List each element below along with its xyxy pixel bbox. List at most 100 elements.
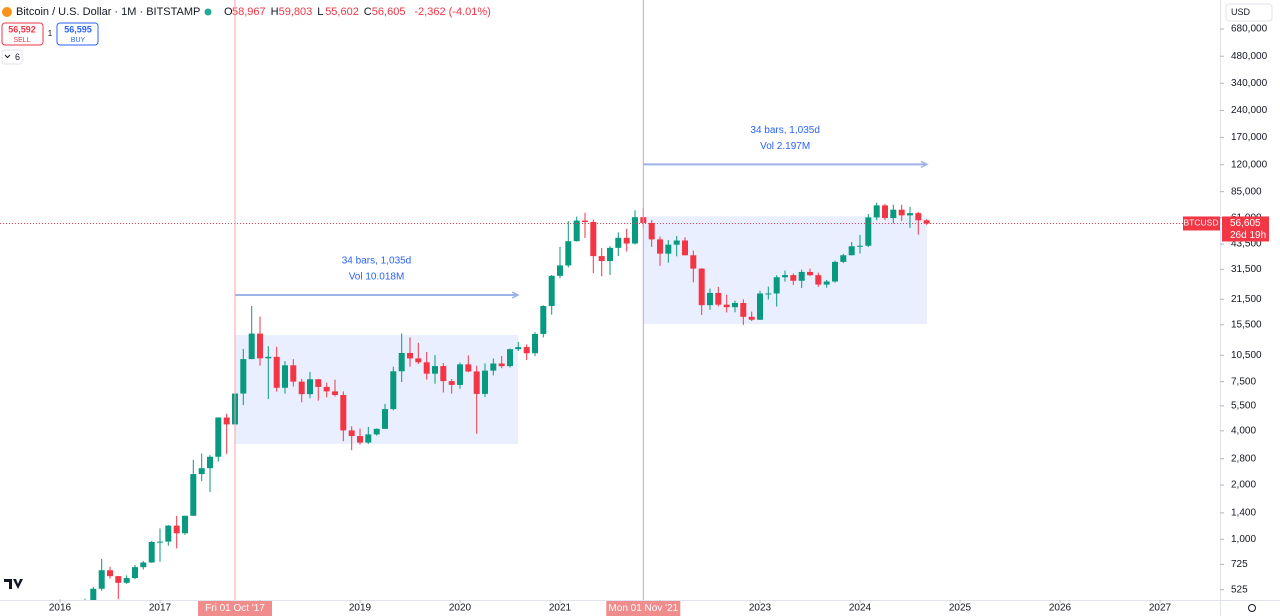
candle-body <box>123 578 130 583</box>
y-tick-label: 21,500 <box>1231 294 1262 305</box>
candle-body <box>865 217 872 246</box>
candle-body <box>815 275 822 285</box>
symbol-icon <box>2 7 12 17</box>
candle-body <box>515 347 522 350</box>
crosshair-label: Mon 01 Nov '21 <box>608 603 678 614</box>
settings-icon[interactable] <box>1248 604 1256 612</box>
ohlc-key: O <box>224 6 233 18</box>
candle-body <box>673 240 680 245</box>
candle-body <box>590 221 597 257</box>
y-tick-label: 5,500 <box>1231 401 1256 412</box>
candle-body <box>423 362 430 374</box>
candle-body <box>290 365 297 382</box>
y-tick-label: 4,000 <box>1231 425 1256 436</box>
x-tick-label: 2026 <box>1049 603 1072 614</box>
candle-body <box>390 371 397 410</box>
crosshair-label: Fri 01 Oct '17 <box>205 603 265 614</box>
candle-body <box>482 370 488 394</box>
candle-body <box>440 366 447 382</box>
candle-body <box>773 277 780 294</box>
date-range-box <box>643 216 927 325</box>
candle-body <box>832 261 838 282</box>
candle-body <box>573 220 580 242</box>
price-tag <box>1222 216 1269 242</box>
y-tick-label: 120,000 <box>1231 159 1268 170</box>
candle-body <box>448 381 455 385</box>
candle-body <box>848 246 855 256</box>
candle-body <box>140 562 147 568</box>
candle-body <box>898 209 905 216</box>
candle-body <box>165 525 172 542</box>
candle-body <box>98 570 105 589</box>
candle-body <box>923 220 930 224</box>
sell-button[interactable] <box>1 22 44 46</box>
ohlc: O 58,967 H 59,803 L 55,602 C 56,605 -2,362 (-4.0… <box>224 6 491 18</box>
candle-body <box>690 255 697 269</box>
candle-body <box>523 347 530 354</box>
candle-body <box>365 434 372 443</box>
ohlc-key: H <box>271 6 279 18</box>
candle-body <box>707 292 713 306</box>
y-tick-label: 725 <box>1231 559 1248 570</box>
candle-body <box>807 271 813 276</box>
y-tick-label: 525 <box>1231 584 1248 595</box>
candle-body <box>498 363 505 367</box>
ticker: BTCUSD <box>1184 218 1219 228</box>
candle-body <box>373 428 380 435</box>
currency-selector[interactable] <box>1225 3 1273 22</box>
y-tick-label: 7,500 <box>1231 376 1256 387</box>
candle-body <box>490 363 497 371</box>
candle-body <box>607 247 613 262</box>
candle-body <box>282 365 288 388</box>
x-tick-label: 2016 <box>49 603 72 614</box>
candle-body <box>565 241 572 266</box>
candle-body <box>457 364 463 385</box>
crosshair-tag <box>606 601 681 616</box>
spread: 1 <box>48 29 53 38</box>
range-volume: Vol 2.197M <box>760 141 810 152</box>
symbol: Bitcoin / U.S. Dollar · 1M · BITSTAMP <box>16 6 200 18</box>
candle-body <box>82 602 88 608</box>
candle-body <box>340 395 347 431</box>
ohlc-value: 58,967 <box>232 6 266 18</box>
candle-body <box>748 316 755 320</box>
candle-body <box>307 379 313 395</box>
range-label: 34 bars, 1,035d <box>342 256 412 267</box>
candle-body <box>298 381 305 395</box>
candle-body <box>657 239 663 254</box>
candle-body <box>598 256 605 262</box>
y-tick-label: 85,000 <box>1231 186 1262 197</box>
candle-body <box>74 604 80 608</box>
sell-label: SELL <box>13 37 30 44</box>
candle-body <box>540 306 547 334</box>
candle-body <box>740 302 747 317</box>
buy-button[interactable] <box>56 22 99 46</box>
candle-body <box>548 275 555 307</box>
candle-body <box>823 281 830 285</box>
candle-body <box>582 220 588 222</box>
candle-body <box>190 474 197 516</box>
candle-body <box>532 333 538 354</box>
candle-body <box>732 302 738 308</box>
ohlc-value: 59,803 <box>279 6 313 18</box>
y-tick-label: 1,400 <box>1231 508 1256 519</box>
range-volume: Vol 10.018M <box>349 272 405 283</box>
candle-body <box>882 205 888 219</box>
candle-body <box>273 356 280 388</box>
status-dot <box>204 8 212 16</box>
sell-price: 56,592 <box>8 24 36 34</box>
indicators-toggle[interactable] <box>1 49 23 65</box>
candle-body <box>315 379 322 387</box>
candle-body <box>215 417 222 457</box>
currency: USD <box>1231 7 1251 17</box>
overlay: 34 bars, 1,035d Vol 10.018M 34 bars, 1,035… <box>235 125 929 299</box>
candle-body <box>790 275 797 281</box>
candle-body <box>473 371 480 394</box>
y-tick-label: 480,000 <box>1231 51 1268 62</box>
y-tick-label: 240,000 <box>1231 105 1268 116</box>
candle-body <box>857 245 863 247</box>
crosshair-tag <box>198 601 272 616</box>
x-tick-label: 2019 <box>349 603 372 614</box>
candle-body <box>207 456 213 469</box>
candle-body <box>698 268 705 306</box>
